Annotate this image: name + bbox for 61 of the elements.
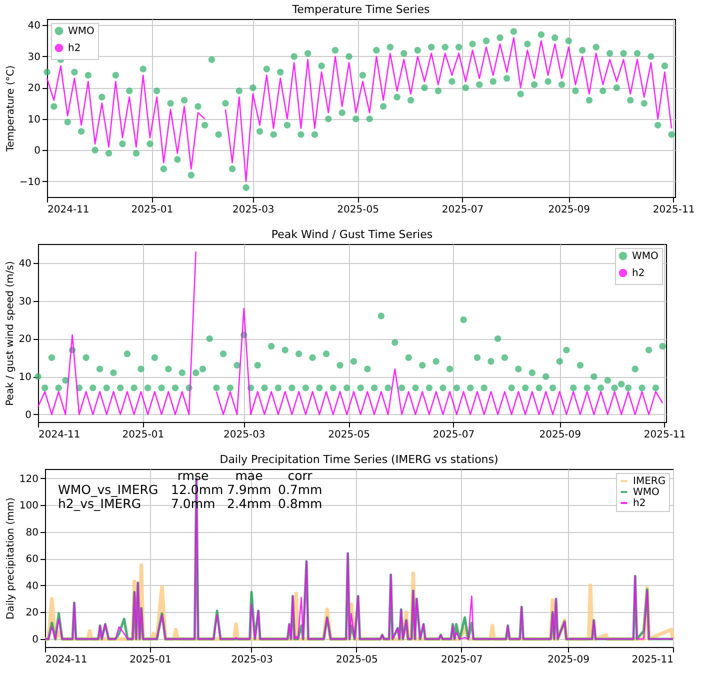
annotation: mae — [235, 468, 264, 483]
y-tick-label: 0 — [34, 146, 40, 157]
x-tick-label: 2025-09 — [548, 204, 590, 216]
annotation: 7.9mm — [227, 482, 272, 497]
y-tick-label: 0 — [32, 634, 38, 646]
chart-title: Daily Precipitation Time Series (IMERG vs stations) — [220, 453, 498, 466]
y-tick-label: 30 — [18, 296, 32, 308]
x-tick-label: 2024-11 — [46, 654, 88, 666]
y-tick-label: 40 — [28, 20, 40, 32]
x-tick-label: 2025-01 — [130, 654, 172, 666]
y-tick-label: 80 — [26, 527, 38, 538]
y-tick-label: 10 — [28, 114, 40, 126]
x-tick-label: 2025-03 — [231, 654, 273, 666]
y-tick-label: 100 — [19, 500, 38, 512]
x-tick-label: 2025-09 — [548, 654, 590, 666]
y-axis-title: Temperature (°C) — [5, 65, 16, 153]
annotation: 2.4mm — [227, 496, 272, 511]
x-tick-label: 2025-05 — [337, 204, 379, 216]
chart-title: Peak Wind / Gust Time Series — [271, 228, 433, 241]
y-tick-label: 10 — [18, 372, 32, 384]
x-tick-label: 2024-11 — [48, 204, 90, 216]
x-tick-label: 2025-11 — [644, 430, 686, 440]
y-tick-label: 120 — [19, 474, 38, 485]
x-tick-label: 2025-01 — [131, 204, 174, 216]
x-tick-label: 2025-07 — [432, 430, 475, 440]
y-tick-label: 40 — [18, 258, 32, 270]
legend-label: IMERG — [633, 476, 666, 487]
x-tick-label: 2025-11 — [632, 654, 674, 666]
x-tick-label: 2025-09 — [539, 430, 582, 440]
y-tick-label: 60 — [26, 554, 38, 566]
x-tick-label: 2025-07 — [442, 204, 484, 216]
y-tick-label: −10 — [19, 176, 40, 188]
y-tick-label: 30 — [28, 52, 40, 63]
legend-label: WMO — [632, 251, 659, 262]
y-tick-label: 20 — [28, 83, 40, 94]
y-tick-label: 20 — [18, 334, 32, 346]
y-axis-title: Peak / gust wind speed (m/s) — [4, 261, 16, 406]
x-tick-label: 2025-05 — [336, 654, 378, 666]
chart-title: Temperature Time Series — [291, 3, 430, 16]
annotation: 0.7mm — [278, 482, 322, 497]
x-tick-label: 2025-03 — [232, 204, 274, 216]
y-tick-label: 0 — [25, 410, 32, 421]
annotation: rmse — [177, 468, 209, 483]
y-axis-title: Daily precipitation (mm) — [5, 497, 16, 620]
x-tick-label: 2025-05 — [328, 430, 370, 440]
legend-label: WMO — [68, 26, 95, 37]
annotation: 0.8mm — [278, 496, 322, 511]
y-tick-label: 40 — [26, 580, 38, 592]
x-tick-label: 2024-11 — [38, 430, 80, 440]
legend-label: h2 — [633, 498, 646, 509]
annotation: corr — [288, 468, 314, 483]
annotation: WMO_vs_IMERG — [58, 482, 158, 497]
x-tick-label: 2025-03 — [224, 430, 266, 440]
x-tick-label: 2025-11 — [652, 204, 695, 216]
x-tick-label: 2025-07 — [440, 654, 483, 666]
annotation: h2_vs_IMERG — [58, 496, 142, 511]
x-tick-label: 2025-01 — [122, 430, 164, 440]
legend-label: h2 — [632, 268, 645, 279]
legend-label: h2 — [68, 43, 81, 54]
legend-label: WMO — [633, 487, 660, 498]
y-tick-label: 20 — [26, 608, 38, 619]
